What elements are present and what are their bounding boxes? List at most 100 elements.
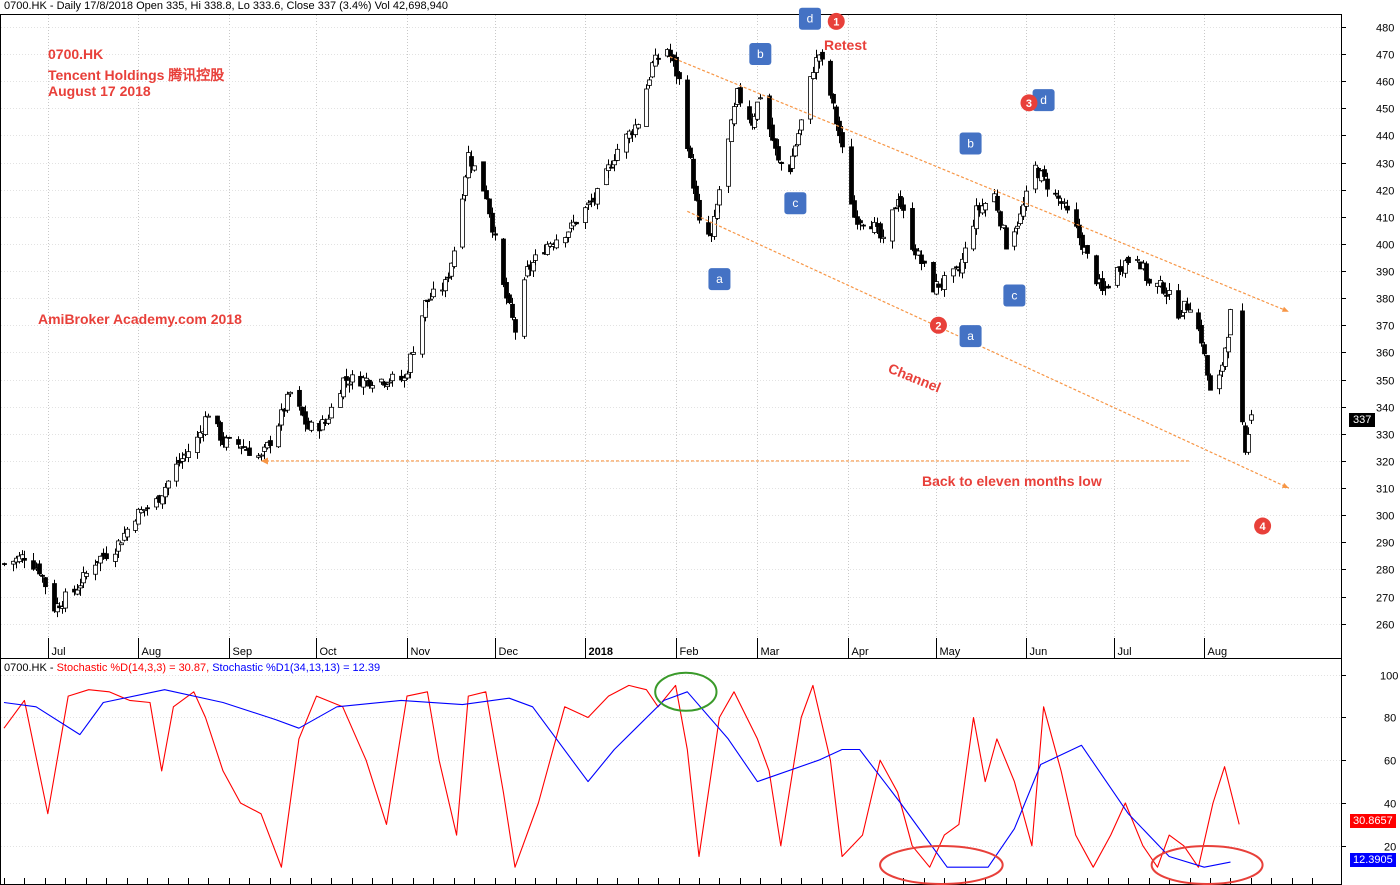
candle-up	[1024, 190, 1029, 207]
candle-up	[726, 138, 731, 187]
candle-up	[411, 351, 416, 355]
candle-up	[198, 432, 203, 439]
trendline-0	[669, 56, 1290, 313]
candle-up	[814, 57, 819, 73]
candle-down	[367, 379, 372, 387]
price-header: 0700.HK - Daily 17/8/2018 Open 335, Hi 3…	[4, 0, 448, 12]
candle-up	[463, 176, 468, 196]
candle-up	[370, 385, 375, 389]
candle-up	[790, 155, 795, 169]
x-tick-label: Aug	[1208, 646, 1228, 658]
candle-down	[1202, 344, 1207, 355]
candle-up	[934, 281, 939, 295]
y-tick-label: 400	[1376, 240, 1394, 252]
candle-up	[113, 553, 118, 562]
candle-up	[259, 454, 264, 457]
stoch-k-tag: 30.8657	[1350, 814, 1396, 828]
candle-down	[931, 261, 936, 293]
candle-down	[507, 294, 512, 304]
wave-label-box	[749, 42, 772, 65]
candle-up	[1062, 201, 1067, 204]
stoch-d-line	[3, 689, 1231, 868]
low-annotation: Back to eleven months low	[922, 473, 1102, 489]
y-tick-label: 430	[1376, 159, 1394, 171]
y-tick-label: 290	[1376, 538, 1394, 550]
candle-down	[922, 260, 927, 264]
candle-up	[533, 254, 538, 261]
candle-up	[203, 416, 208, 435]
x-tick-label: Sep	[233, 646, 253, 658]
candle-up	[326, 418, 331, 424]
candle-up	[276, 425, 281, 448]
candle-up	[224, 437, 229, 448]
x-tick-label: May	[940, 646, 961, 658]
candle-down	[691, 158, 696, 189]
candle-up	[758, 97, 763, 100]
candle-down	[770, 124, 775, 141]
candle-up	[116, 540, 121, 552]
y-tick-label: 420	[1376, 186, 1394, 198]
candle-up	[636, 124, 641, 129]
y-tick-label: 280	[1376, 565, 1394, 577]
wave-label-text: b	[967, 137, 974, 151]
candle-up	[644, 88, 649, 127]
candle-up	[633, 124, 638, 135]
trendline-arrowhead	[1281, 482, 1289, 489]
candle-down	[861, 224, 866, 227]
candle-up	[309, 421, 314, 431]
candle-up	[423, 300, 428, 318]
stoch-tick-label: 40	[1384, 799, 1396, 811]
candle-up	[890, 209, 895, 242]
candle-up	[971, 225, 976, 250]
candle-down	[1199, 325, 1204, 344]
stoch-tick-label: 100	[1380, 671, 1398, 683]
trendline-arrowhead	[260, 457, 268, 465]
candle-up	[279, 409, 284, 426]
candle-down	[589, 200, 594, 203]
indicator-header-d: Stochastic %D1(34,13,13) = 12.39	[212, 662, 381, 674]
candle-up	[653, 54, 658, 67]
wave-label-box	[798, 7, 821, 30]
candle-up	[545, 243, 550, 255]
candle-up	[180, 458, 185, 462]
candle-down	[1161, 282, 1166, 294]
candle-up	[1001, 224, 1006, 229]
candle-down	[1208, 375, 1213, 391]
candle-up	[960, 258, 965, 274]
candle-up	[522, 279, 527, 337]
candle-down	[484, 190, 489, 200]
candle-up	[1123, 260, 1128, 274]
green-highlight-ellipse	[654, 671, 718, 712]
candle-up	[1012, 231, 1017, 247]
candle-up	[1228, 309, 1233, 336]
candle-up	[288, 391, 293, 395]
candle-down	[40, 574, 45, 577]
candle-up	[811, 72, 816, 79]
candle-down	[574, 221, 579, 225]
indicator-pane-frame	[0, 658, 1342, 885]
x-tick-label: 2018	[589, 646, 613, 658]
x-tick-label: Mar	[761, 646, 780, 658]
candle-up	[796, 133, 801, 146]
x-tick-label: Feb	[680, 646, 699, 658]
candle-up	[119, 542, 124, 546]
candle-up	[1249, 414, 1254, 421]
y-tick-label: 300	[1376, 511, 1394, 523]
wave-count-text: 3	[1026, 98, 1032, 110]
candle-down	[227, 436, 232, 439]
candle-up	[1167, 290, 1172, 295]
y-tick-label: 370	[1376, 321, 1394, 333]
trendline-1	[687, 210, 1290, 489]
candle-down	[425, 299, 430, 303]
candle-up	[554, 239, 559, 249]
candle-down	[837, 120, 842, 137]
y-tick-label: 330	[1376, 430, 1394, 442]
candle-down	[1053, 192, 1058, 195]
candle-down	[300, 406, 305, 416]
wave-label-text: a	[716, 272, 723, 286]
y-tick-label: 450	[1376, 104, 1394, 116]
candle-up	[881, 236, 886, 239]
candle-down	[878, 223, 883, 239]
candle-down	[382, 381, 387, 386]
y-tick-label: 410	[1376, 213, 1394, 225]
